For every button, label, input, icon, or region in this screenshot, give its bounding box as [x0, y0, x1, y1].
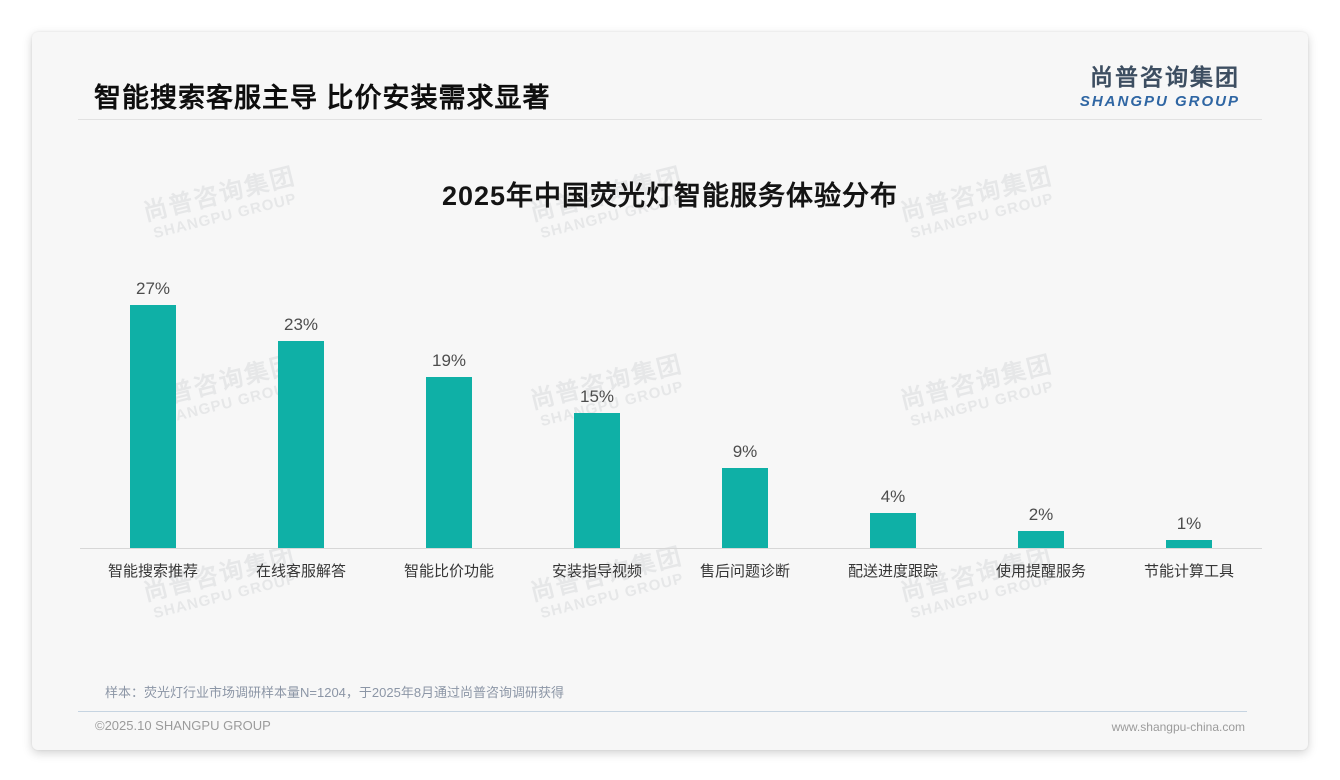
- category-label: 智能搜索推荐: [107, 563, 198, 580]
- watermark: 尚普咨询集团 SHANGPU GROUP: [511, 540, 706, 629]
- header-divider: [78, 119, 1262, 120]
- bar-2: [426, 377, 472, 549]
- category-label: 售后问题诊断: [699, 563, 790, 580]
- watermark: 尚普咨询集团 SHANGPU GROUP: [124, 540, 319, 629]
- bar-1: [278, 341, 324, 549]
- watermark: 尚普咨询集团 SHANGPU GROUP: [881, 540, 1076, 629]
- page-title: 智能搜索客服主导 比价安装需求显著: [94, 83, 551, 113]
- bar-value-label: 9%: [732, 442, 758, 461]
- company-logo: 尚普咨询集团 SHANGPU GROUP: [1080, 58, 1240, 110]
- bar-3: [574, 413, 620, 549]
- website-url: www.shangpu-china.com: [1111, 720, 1245, 734]
- bar-value-label: 4%: [880, 487, 906, 506]
- category-label: 配送进度跟踪: [847, 563, 938, 580]
- bar-5: [870, 513, 916, 549]
- chart-title: 2025年中国荧光灯智能服务体验分布: [441, 181, 899, 211]
- bar-value-label: 1%: [1176, 514, 1202, 533]
- bar-value-label: 27%: [135, 279, 171, 298]
- x-axis-line: [80, 548, 1262, 549]
- bar-value-label: 2%: [1028, 505, 1054, 524]
- bar-chart-plot: 27% 智能搜索推荐 23% 在线客服解答 19% 智能比价功能 15% 安装指导视频 9% 售后…: [32, 32, 1308, 580]
- category-label: 使用提醒服务: [995, 563, 1086, 580]
- bar-6: [1018, 531, 1064, 549]
- bar-value-label: 19%: [431, 351, 467, 370]
- bar-value-label: 15%: [579, 387, 615, 406]
- category-label: 节能计算工具: [1143, 563, 1234, 580]
- sample-note: 样本：荧光灯行业市场调研样本量N=1204，于2025年8月通过尚普咨询调研获得: [105, 685, 565, 700]
- logo-english-text: SHANGPU GROUP: [1079, 93, 1240, 110]
- bar-4: [722, 468, 768, 549]
- bar-0: [130, 305, 176, 549]
- category-label: 安装指导视频: [551, 563, 642, 580]
- logo-chinese-text: 尚普咨询集团: [1090, 64, 1240, 90]
- category-label: 在线客服解答: [255, 563, 346, 580]
- category-label: 智能比价功能: [403, 563, 494, 580]
- copyright-text: ©2025.10 SHANGPU GROUP: [95, 718, 271, 733]
- bar-value-label: 23%: [283, 315, 319, 334]
- slide-card: 尚普咨询集团 SHANGPU GROUP 尚普咨询集团 SHANGPU GROUP 尚普…: [32, 32, 1308, 750]
- bar-7: [1166, 540, 1212, 549]
- footer-divider: [78, 711, 1247, 712]
